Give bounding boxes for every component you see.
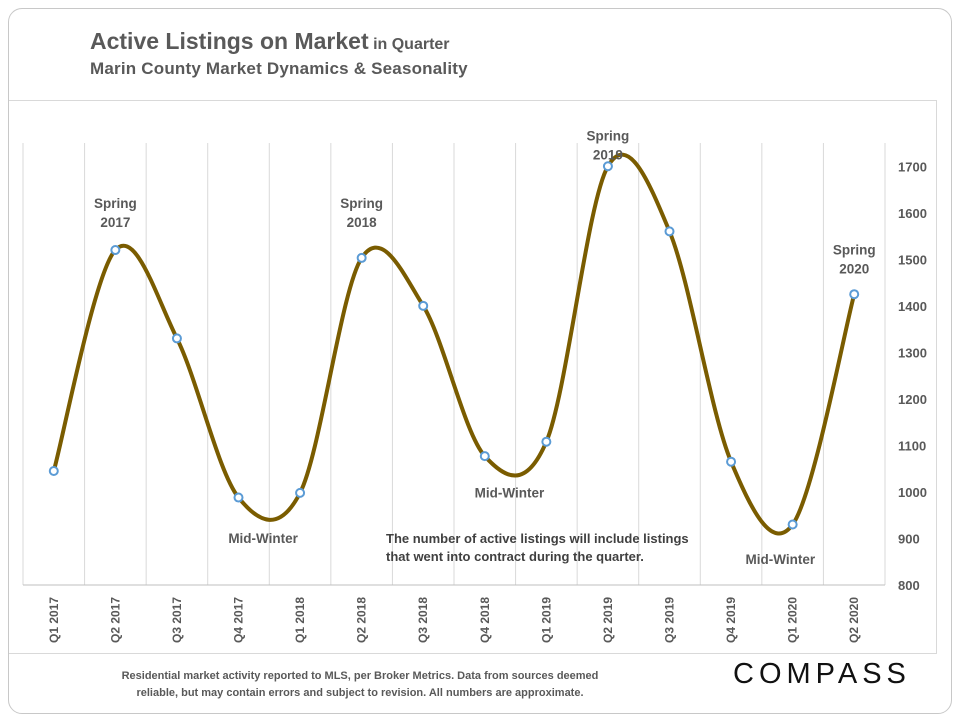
x-tick-label: Q4 2017 [232, 597, 246, 643]
data-point [418, 300, 429, 311]
data-point [726, 456, 737, 467]
data-point [233, 492, 244, 503]
chart-title-suffix: in Quarter [368, 36, 450, 53]
chart-note: that went into contract during the quart… [386, 549, 644, 564]
footnote: Residential market activity reported to … [60, 668, 660, 702]
data-point [849, 289, 860, 300]
chart-frame [8, 8, 952, 714]
data-point [479, 451, 490, 462]
y-tick-label: 1500 [898, 252, 927, 267]
y-tick-label: 1700 [898, 159, 927, 174]
y-tick-label: 1300 [898, 345, 927, 360]
x-tick-label: Q1 2018 [293, 597, 307, 643]
plot-area-border [9, 100, 937, 654]
annotation-label: Spring [94, 196, 137, 211]
data-point [356, 252, 367, 263]
compass-logo: COMPASS [733, 658, 911, 690]
data-point [171, 333, 182, 344]
x-tick-label: Q3 2018 [416, 597, 430, 643]
annotation-label: 2019 [593, 148, 623, 163]
data-point [48, 466, 59, 477]
data-point [295, 487, 306, 498]
chart-note: The number of active listings will inclu… [386, 531, 689, 546]
chart-title-main: Active Listings on Market [90, 28, 369, 54]
y-tick-label: 1100 [898, 438, 926, 453]
annotation-label: 2018 [347, 215, 378, 230]
data-point [787, 519, 798, 530]
data-point [602, 161, 613, 172]
x-tick-label: Q1 2017 [47, 597, 61, 643]
x-tick-label: Q2 2020 [847, 597, 861, 643]
data-point [664, 226, 675, 237]
chart-title: Active Listings on Market in Quarter [90, 28, 450, 55]
annotation-label: Mid-Winter [746, 552, 816, 567]
x-tick-label: Q4 2018 [478, 597, 492, 643]
annotation-label: Spring [833, 243, 876, 258]
footnote-line-2: reliable, but may contain errors and sub… [136, 687, 584, 699]
y-tick-label: 900 [898, 531, 920, 546]
x-tick-label: Q2 2018 [355, 597, 369, 643]
data-point [110, 245, 121, 256]
annotation-label: Spring [340, 196, 383, 211]
y-tick-label: 1000 [898, 485, 927, 500]
chart-subtitle: Marin County Market Dynamics & Seasonali… [90, 59, 468, 78]
y-tick-label: 800 [898, 578, 920, 593]
annotation-label: 2020 [839, 262, 869, 277]
annotation-label: 2017 [100, 215, 130, 230]
y-tick-label: 1200 [898, 392, 927, 407]
y-tick-label: 1600 [898, 206, 927, 221]
annotation-label: Mid-Winter [228, 531, 298, 546]
x-tick-label: Q2 2017 [108, 597, 122, 643]
y-tick-label: 1400 [898, 299, 927, 314]
x-tick-label: Q3 2017 [170, 597, 184, 643]
data-point [541, 436, 552, 447]
annotation-label: Spring [587, 129, 630, 144]
annotation-label: Mid-Winter [475, 486, 545, 501]
x-tick-label: Q1 2020 [786, 597, 800, 643]
x-tick-label: Q1 2019 [539, 597, 553, 643]
x-tick-label: Q2 2019 [601, 597, 615, 643]
x-tick-label: Q3 2019 [663, 597, 677, 643]
x-tick-label: Q4 2019 [724, 597, 738, 643]
footnote-line-1: Residential market activity reported to … [121, 670, 599, 682]
